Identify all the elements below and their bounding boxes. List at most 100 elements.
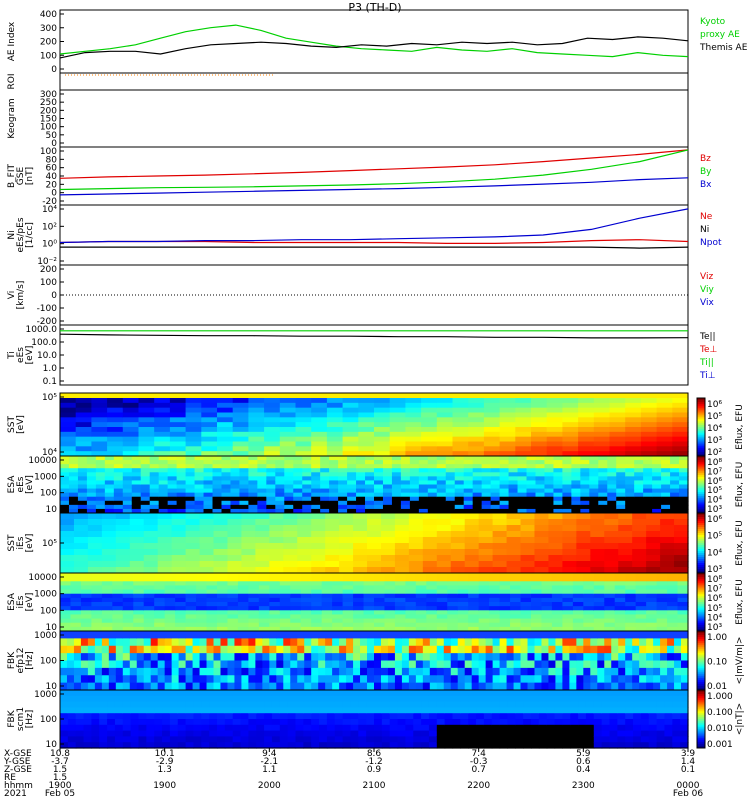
spectrogram-cell: [95, 476, 106, 482]
ephemeris-value: 0.6: [576, 757, 591, 767]
spectrogram-cell: [232, 417, 249, 423]
y-tick-label: 100: [40, 489, 57, 499]
spectrogram-cell: [329, 464, 339, 469]
spectrogram-cell: [436, 537, 452, 544]
spectrogram-cell: [562, 667, 570, 676]
spectrogram-cell: [463, 484, 474, 490]
spectrogram-cell: [86, 488, 97, 494]
spectrogram-cell: [154, 417, 171, 423]
spectrogram-cell: [101, 585, 113, 591]
spectrogram-cell: [468, 602, 480, 607]
spectrogram-cell: [541, 667, 550, 676]
spectrogram-cell: [472, 476, 483, 482]
spectrogram-cell: [593, 412, 611, 418]
spectrogram-cell: [472, 460, 483, 465]
spectrogram-cell: [60, 549, 75, 556]
spectrogram-cell: [553, 500, 563, 506]
spectrogram-cell: [164, 581, 176, 587]
colorbar-swatch: [697, 423, 705, 426]
spectrogram-cell: [240, 730, 249, 737]
spectrogram-cell: [607, 476, 617, 482]
spectrogram-cell: [562, 488, 572, 494]
spectrogram-cell: [339, 638, 347, 647]
spectrogram-cell: [483, 427, 501, 433]
spectrogram-cell: [91, 742, 100, 749]
spectrogram-cell: [531, 707, 540, 714]
spectrogram-cell: [463, 456, 474, 461]
spectrogram-cell: [640, 417, 658, 423]
spectrogram-cell: [653, 660, 661, 669]
spectrogram-cell: [604, 606, 616, 611]
spectrogram-cell: [490, 504, 501, 510]
spectrogram-cell: [75, 441, 92, 447]
spectrogram-cell: [421, 730, 430, 737]
spectrogram-cell: [583, 581, 595, 587]
spectrogram-cell: [415, 606, 427, 611]
colorbar-swatch: [697, 507, 705, 510]
spectrogram-cell: [571, 504, 581, 510]
spectrogram-cell: [176, 508, 187, 514]
spectrogram-cell: [73, 513, 89, 520]
spectrogram-cell: [534, 513, 550, 520]
spectrogram-cell: [478, 549, 494, 556]
spectrogram-cell: [507, 690, 516, 697]
spectrogram-cell: [122, 431, 140, 438]
spectrogram-cell: [593, 701, 603, 708]
spectrogram-cell: [625, 606, 637, 611]
ephemeris-value: -2.9: [156, 757, 174, 767]
spectrogram-cell: [101, 653, 110, 662]
spectrogram-cell: [339, 675, 347, 684]
spectrogram-cell: [652, 500, 662, 506]
spectrogram-cell: [297, 531, 312, 538]
spectrogram-cell: [325, 525, 340, 532]
spectrogram-cell: [672, 719, 681, 726]
spectrogram-cell: [104, 472, 115, 477]
spectrogram-cell: [672, 701, 681, 708]
spectrogram-cell: [604, 561, 619, 568]
spectrogram-cell: [632, 682, 640, 691]
spectrogram-cell: [670, 508, 680, 514]
spectrogram-cell: [320, 476, 330, 482]
spectrogram-cell: [217, 713, 226, 720]
spectrogram-cell: [457, 593, 469, 599]
spectrogram-cell: [279, 417, 297, 423]
spectrogram-cell: [311, 667, 319, 676]
spectrogram-cell: [618, 638, 626, 647]
spectrogram-cell: [67, 690, 77, 697]
legend-entry: Ti||: [699, 358, 714, 368]
spectrogram-cell: [616, 476, 626, 482]
spectrogram-cell: [553, 496, 563, 502]
spectrogram-cell: [95, 508, 106, 514]
spectrogram-cell: [196, 593, 208, 599]
spectrogram-cell: [217, 618, 229, 624]
spectrogram-cell: [353, 537, 368, 544]
spectrogram-cell: [297, 660, 305, 669]
spectrogram-cell: [468, 626, 480, 632]
spectrogram-cell: [290, 593, 302, 599]
spectrogram-cell: [227, 555, 243, 562]
spectrogram-cell: [604, 638, 612, 647]
spectrogram-cell: [329, 476, 339, 482]
spectrogram-cell: [405, 736, 414, 743]
spectrogram-cell: [248, 417, 265, 423]
spectrogram-cell: [271, 690, 281, 697]
colorbar-swatch: [697, 734, 705, 737]
spectrogram-cell: [374, 638, 382, 647]
colorbar-swatch: [697, 732, 705, 735]
spectrogram-cell: [593, 713, 603, 720]
spectrogram-cell: [201, 707, 210, 714]
spectrogram-cell: [625, 730, 634, 737]
spectrogram-cell: [576, 653, 584, 662]
spectrogram-cell: [185, 531, 201, 538]
spectrogram-cell: [656, 742, 666, 749]
spectrogram-cell: [394, 525, 410, 532]
spectrogram-cell: [295, 707, 304, 714]
spectrogram-cell: [75, 431, 92, 438]
spectrogram-cell: [653, 667, 661, 676]
spectrogram-cell: [176, 468, 187, 473]
spectrogram-cell: [590, 638, 598, 647]
colorbar-tick-label: 10⁵: [707, 412, 722, 422]
spectrogram-cell: [415, 638, 424, 647]
spectrogram-cell: [176, 456, 187, 461]
spectrogram-cell: [232, 736, 242, 743]
